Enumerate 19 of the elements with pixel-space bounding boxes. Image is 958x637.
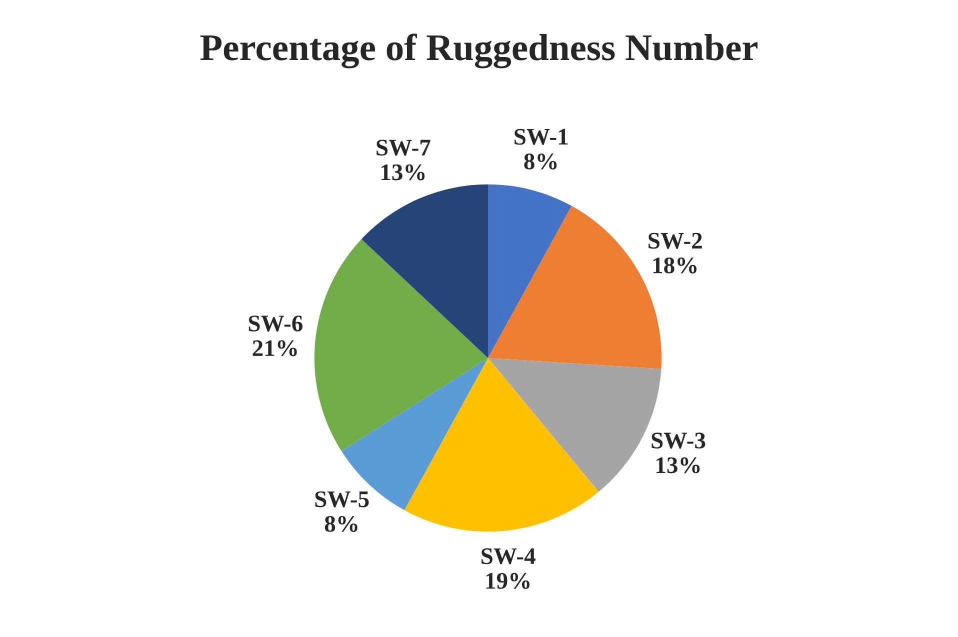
chart-title: Percentage of Ruggedness Number xyxy=(200,34,758,68)
data-label: 8% xyxy=(324,516,358,532)
pie-slice xyxy=(314,239,488,452)
data-label: 21% xyxy=(252,340,297,356)
slice-label: SW-7 xyxy=(376,140,430,156)
data-label: 13% xyxy=(381,164,425,180)
data-label: 8% xyxy=(524,154,557,170)
slice-label: SW-4 xyxy=(482,548,536,564)
pie-slice xyxy=(361,184,488,358)
data-label: 18% xyxy=(653,257,697,274)
data-label: 13% xyxy=(656,457,700,474)
slice-label: SW-5 xyxy=(315,491,369,508)
pie-slice xyxy=(404,358,599,532)
data-label: 19% xyxy=(486,572,530,589)
slice-label: SW-3 xyxy=(652,432,706,449)
slice-label: SW-6 xyxy=(248,316,302,332)
slice-label: SW-1 xyxy=(514,128,568,145)
slice-label: SW-2 xyxy=(648,232,702,249)
pie-slice xyxy=(488,184,572,358)
